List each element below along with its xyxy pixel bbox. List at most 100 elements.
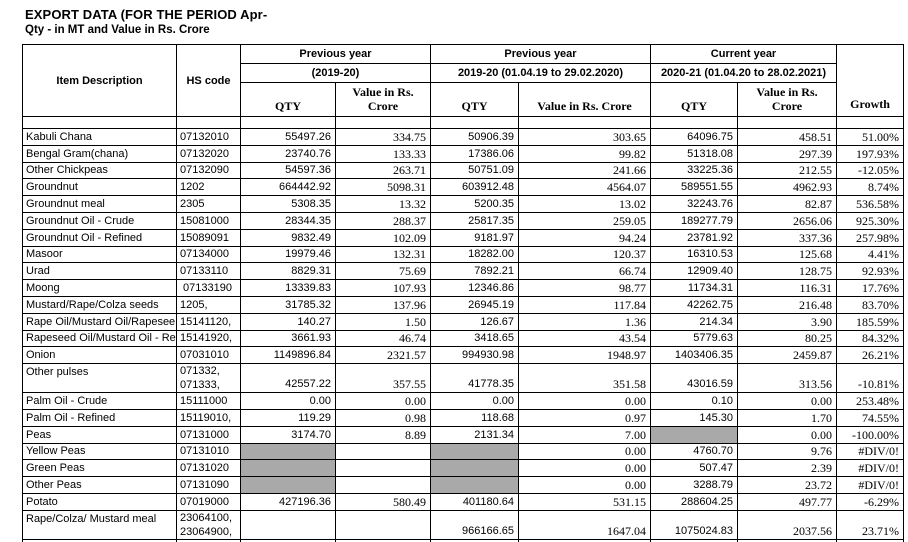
cell-current-year-value: 116.31 xyxy=(736,279,838,297)
hs-code-line: 07132020 xyxy=(180,147,229,160)
cell-current-year-value: 2459.87 xyxy=(736,346,838,365)
cell-growth: 23.71% xyxy=(836,509,905,540)
cell-period-1920-qty: 966166.65 xyxy=(430,509,519,540)
cell-hs-code: 07132010 xyxy=(176,128,241,146)
cell-growth: #DIV/0! xyxy=(836,442,905,461)
header-period-2020-21-dates: 2020-21 (01.04.20 to 28.02.2021) xyxy=(649,63,838,83)
cell-growth: #DIV/0! xyxy=(836,459,905,478)
table-row: Other Peas 07131090 0.00 3288.79 23.72 #DIV/0… xyxy=(22,476,905,494)
cell-prev-year-qty: 31785.32 xyxy=(240,295,336,314)
cell-hs-code: 07132020 xyxy=(176,144,241,163)
cell-current-year-qty: 4760.70 xyxy=(650,442,738,461)
cell-growth: -12.05% xyxy=(836,161,905,180)
cell-prev-year-qty xyxy=(240,509,336,540)
page-subtitle: Qty - in MT and Value in Rs. Crore xyxy=(25,24,210,36)
cell-item-description: Onion xyxy=(22,346,177,365)
cell-item-description: Palm Oil - Crude xyxy=(22,392,177,410)
cell-item-description: Bengal Gram(chana) xyxy=(22,144,177,163)
cell-current-year-value: 458.51 xyxy=(736,128,838,146)
cell-period-1920-qty: 3418.65 xyxy=(430,329,519,348)
hs-code-line: 07131000 xyxy=(180,428,229,441)
table-row: Rape/Colza/ Mustard meal 23064100, 2306490… xyxy=(22,509,905,540)
cell-current-year-qty: 43016.59 xyxy=(650,363,738,394)
cell-hs-code: 07134000 xyxy=(176,245,241,264)
hs-code-line: 07019000 xyxy=(180,495,229,508)
cell-item-description: Green Peas xyxy=(22,459,177,478)
cell-current-year-qty xyxy=(650,425,738,444)
cell-growth: 83.70% xyxy=(836,295,905,314)
cell-period-1920-qty: 2131.34 xyxy=(430,425,519,444)
cell-item-description: Rape Oil/Mustard Oil/Rapesee xyxy=(22,312,177,331)
header-value-current-year: Value in Rs. Crore xyxy=(736,82,838,117)
hs-code-line: 07131010 xyxy=(180,445,229,458)
cell-hs-code: 07131090 xyxy=(176,476,241,494)
cell-item-description: Moong xyxy=(22,279,177,297)
cell-prev-year-qty: 19979.46 xyxy=(240,245,336,264)
cell-current-year-value: 3.90 xyxy=(736,312,838,331)
cell-prev-year-qty: 28344.35 xyxy=(240,211,336,230)
cell-hs-code: 15141120, xyxy=(176,312,241,331)
cell-prev-year-value: 357.55 xyxy=(335,363,431,394)
cell-current-year-qty: 11734.31 xyxy=(650,279,738,297)
cell-hs-code: 2305 xyxy=(176,195,241,213)
cell-current-year-value: 2.39 xyxy=(736,459,838,478)
cell-item-description: Urad xyxy=(22,262,177,281)
cell-period-1920-value: 1948.97 xyxy=(518,346,651,365)
header-value-prev-year: Value in Rs. Crore xyxy=(335,82,431,117)
hs-code-line: 15089091 xyxy=(180,231,229,244)
cell-current-year-value: 337.36 xyxy=(736,228,838,247)
cell-prev-year-qty: 54597.36 xyxy=(240,161,336,180)
cell-period-1920-value: 99.82 xyxy=(518,144,651,163)
cell-growth: 4.41% xyxy=(836,245,905,264)
table-row: Groundnut 1202 664442.92 5098.31 603912.48 45… xyxy=(22,178,905,197)
hs-code-line: 23064900, xyxy=(180,525,232,538)
cell-hs-code: 07131010 xyxy=(176,442,241,461)
cell-prev-year-qty xyxy=(240,476,336,494)
cell-prev-year-qty: 9832.49 xyxy=(240,228,336,247)
cell-prev-year-qty xyxy=(240,459,336,478)
cell-growth: 74.55% xyxy=(836,408,905,427)
table-row: Potato 07019000 427196.36 580.49 401180.64 53… xyxy=(22,492,905,511)
cell-growth: 257.98% xyxy=(836,228,905,247)
cell-period-1920-qty: 7892.21 xyxy=(430,262,519,281)
export-data-table: Item Description HS code Previous year P… xyxy=(22,44,905,542)
cell-item-description: Groundnut xyxy=(22,178,177,197)
table-row: Other Chickpeas 07132090 54597.36 263.71 507… xyxy=(22,161,905,180)
table-row: Groundnut Oil - Crude 15081000 28344.35 288… xyxy=(22,211,905,230)
cell-prev-year-qty: 8829.31 xyxy=(240,262,336,281)
cell-current-year-value: 497.77 xyxy=(736,492,838,511)
cell-item-description: Groundnut Oil - Crude xyxy=(22,211,177,230)
cell-current-year-value: 82.87 xyxy=(736,195,838,213)
cell-growth: 26.21% xyxy=(836,346,905,365)
cell-growth: 17.76% xyxy=(836,279,905,297)
cell-item-description: Other pulses xyxy=(22,363,177,394)
hs-code-line: 07031010 xyxy=(180,349,229,362)
table-row: Palm Oil - Refined 15119010, 119.29 0.98 118… xyxy=(22,408,905,427)
table-row: Onion 07031010 1149896.84 2321.57 994930.98 1… xyxy=(22,346,905,365)
hs-code-line: 07132090 xyxy=(180,164,229,177)
table-row: Green Peas 07131020 0.00 507.47 2.39 #DIV/0! xyxy=(22,459,905,478)
cell-item-description: Yellow Peas xyxy=(22,442,177,461)
cell-current-year-value: 297.39 xyxy=(736,144,838,163)
cell-item-description: Rape/Colza/ Mustard meal xyxy=(22,509,177,540)
table-row: Masoor 07134000 19979.46 132.31 18282.00 120.… xyxy=(22,245,905,264)
cell-prev-year-value: 263.71 xyxy=(335,161,431,180)
hs-code-line: 07133190 xyxy=(180,282,232,295)
cell-growth: 925.30% xyxy=(836,211,905,230)
table-row: Groundnut meal 2305 5308.35 13.32 5200.35 13.… xyxy=(22,195,905,213)
table-row: Other pulses 071332, 071333, 42557.22 357.55… xyxy=(22,363,905,394)
cell-prev-year-qty: 119.29 xyxy=(240,408,336,427)
cell-period-1920-qty: 50906.39 xyxy=(430,128,519,146)
cell-growth: -6.29% xyxy=(836,492,905,511)
hs-code-line: 15081000 xyxy=(180,214,229,227)
cell-period-1920-qty: 25817.35 xyxy=(430,211,519,230)
hs-code-line: 15119010, xyxy=(180,411,232,424)
cell-period-1920-value: 4564.07 xyxy=(518,178,651,197)
cell-prev-year-qty: 42557.22 xyxy=(240,363,336,394)
cell-current-year-value: 1.70 xyxy=(736,408,838,427)
header-hs-code: HS code xyxy=(176,44,241,117)
cell-period-1920-qty: 5200.35 xyxy=(430,195,519,213)
cell-period-1920-value: 66.74 xyxy=(518,262,651,281)
table-row: Urad 07133110 8829.31 75.69 7892.21 66.74 1290… xyxy=(22,262,905,281)
cell-current-year-value: 128.75 xyxy=(736,262,838,281)
